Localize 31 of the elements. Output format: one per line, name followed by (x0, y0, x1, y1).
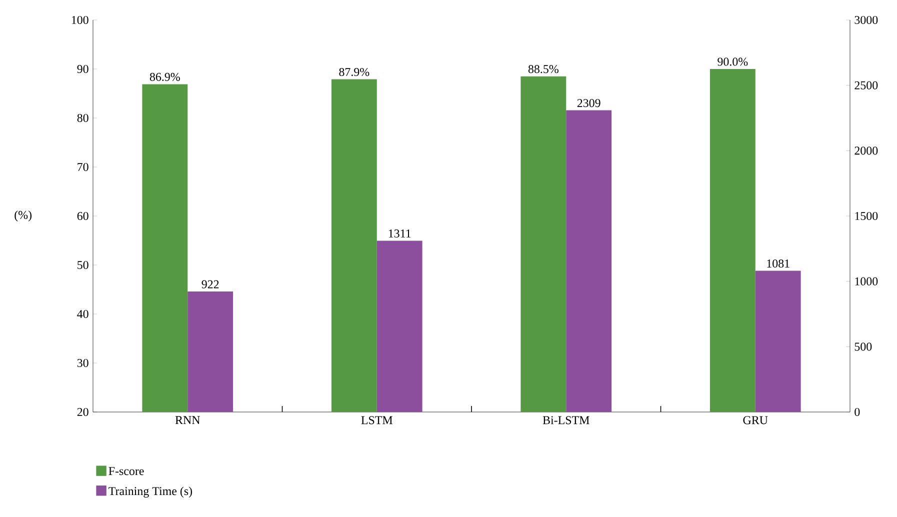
data-label: 1081 (767, 259, 790, 268)
y2-tick-label: 2000 (854, 146, 878, 155)
y-tick-label: 50 (78, 260, 88, 270)
y-tick-label: 40 (77, 310, 88, 318)
x-tick-label: LSTM (361, 416, 392, 424)
y-tick-label: 100 (72, 16, 88, 24)
y2-tick-label: 3000 (854, 16, 878, 24)
data-label: 922 (202, 280, 219, 288)
y2-tick-label: 2500 (854, 81, 878, 90)
y2-tick-label: 1000 (855, 277, 878, 286)
data-label: 90.0% (718, 58, 748, 66)
legend-label: F-score (108, 467, 144, 476)
x-tick-label: Bi-LSTM (542, 416, 590, 424)
data-label: 87.9% (339, 68, 370, 76)
legend-label: Training Time (s) (108, 486, 192, 498)
data-label: 2309 (577, 99, 600, 108)
data-label: 1311 (388, 229, 411, 238)
y-tick-label: 20 (77, 408, 88, 416)
y2-tick-label: 1500 (855, 212, 878, 220)
y-axis-title: (%) (14, 210, 32, 222)
x-tick-label: RNN (175, 416, 200, 424)
y-tick-label: 90 (77, 64, 88, 74)
y-tick-label: 70 (78, 162, 88, 172)
x-tick-label: GRU (743, 416, 768, 424)
data-label: 88.5% (528, 65, 558, 74)
y-tick-label: 30 (77, 358, 88, 368)
y-tick-label: 60 (77, 212, 88, 220)
y2-tick-label: 500 (854, 342, 872, 351)
y-tick-label: 80 (77, 114, 88, 122)
data-label: 86.9% (150, 72, 180, 81)
y2-tick-label: 0 (854, 408, 860, 416)
